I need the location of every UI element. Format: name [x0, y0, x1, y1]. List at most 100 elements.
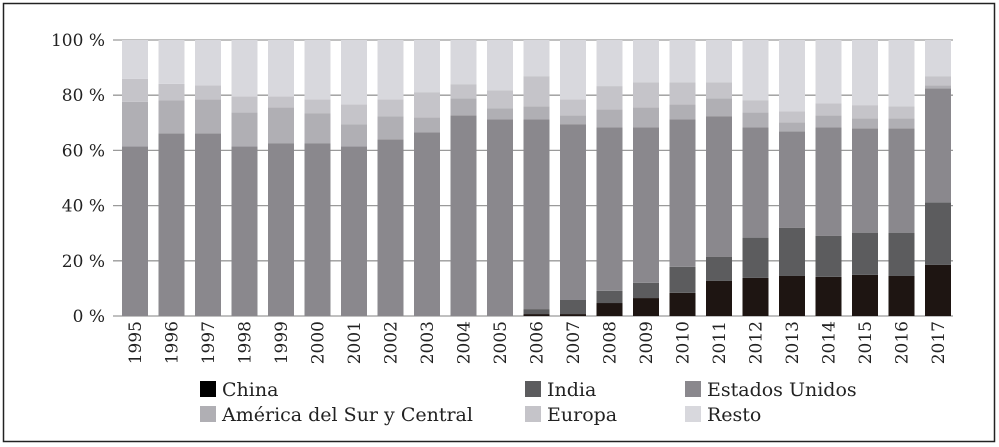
x-tick-label: 2000 — [309, 321, 329, 364]
bar-segment-estados-unidos-1999 — [268, 143, 294, 316]
bar-segment-resto-2006 — [523, 40, 550, 77]
bar-segment-américa-del-sur-y-central-2012 — [742, 112, 769, 128]
bar-segment-américa-del-sur-y-central-2008 — [596, 109, 623, 128]
bar-segment-china-2009 — [633, 298, 659, 316]
bar-segment-china-2010 — [669, 292, 696, 316]
bar-segment-europa-1999 — [268, 96, 294, 108]
bar-segment-américa-del-sur-y-central-1997 — [195, 99, 221, 134]
bar-segment-resto-2007 — [560, 40, 586, 100]
bar-segment-europa-2014 — [815, 103, 842, 116]
bar-segment-china-2016 — [888, 275, 915, 316]
x-tick-label: 2003 — [418, 321, 438, 364]
x-tick-label: 1996 — [163, 321, 183, 364]
bar-segment-europa-2006 — [523, 76, 550, 107]
bar-segment-estados-unidos-2015 — [852, 128, 878, 233]
legend-label: América del Sur y Central — [221, 404, 473, 426]
bar-segment-europa-2011 — [706, 82, 732, 99]
bar-segment-europa-1998 — [231, 96, 258, 113]
bar-segment-europa-2001 — [341, 104, 367, 125]
bar-segment-resto-2013 — [779, 40, 805, 112]
x-tick-label: 2008 — [601, 321, 621, 364]
bar-segment-europa-2008 — [596, 86, 623, 110]
x-tick-label: 2015 — [856, 321, 876, 364]
bar-segment-estados-unidos-2001 — [341, 146, 367, 316]
x-tick-label: 2001 — [345, 321, 365, 364]
x-tick-label: 1995 — [126, 321, 146, 364]
x-tick-label: 2017 — [929, 321, 949, 364]
bar-segment-europa-2012 — [742, 100, 769, 113]
bar-segment-resto-2001 — [341, 40, 367, 105]
bar-segment-china-2011 — [706, 280, 732, 316]
legend: China India Estados Unidos América del Sur … — [200, 379, 857, 426]
bar-segment-europa-2017 — [925, 76, 951, 86]
bar-segment-europa-2015 — [852, 105, 878, 119]
legend-label: Resto — [707, 404, 761, 426]
bar-segment-europa-1997 — [195, 85, 221, 100]
x-tick-label: 2011 — [710, 321, 730, 364]
y-tick-label: 100 % — [51, 31, 105, 51]
bar-segment-europa-2002 — [377, 99, 404, 117]
legend-swatch — [525, 381, 541, 397]
bar-segment-américa-del-sur-y-central-2014 — [815, 115, 842, 128]
bar-segment-estados-unidos-2009 — [633, 127, 659, 283]
bar-segment-estados-unidos-2008 — [596, 127, 623, 291]
bar-segment-resto-2011 — [706, 40, 732, 83]
legend-swatch — [525, 406, 541, 422]
bar-segment-estados-unidos-2013 — [779, 131, 805, 228]
bar-segment-estados-unidos-1996 — [158, 133, 185, 316]
bar-segment-américa-del-sur-y-central-2002 — [377, 116, 404, 140]
x-tick-label: 2002 — [382, 321, 402, 364]
bar-segment-china-2007 — [560, 314, 586, 316]
legend-swatch — [685, 406, 701, 422]
bar-segment-india-2007 — [560, 299, 586, 315]
bar-segment-europa-2003 — [414, 92, 440, 118]
bar-segment-india-2006 — [523, 309, 550, 315]
bar-segment-resto-2002 — [377, 40, 404, 100]
bar-segment-resto-1995 — [122, 40, 148, 79]
legend-swatch — [200, 406, 216, 422]
bar-segment-estados-unidos-1995 — [122, 146, 148, 316]
bar-segment-india-2016 — [888, 232, 915, 276]
x-tick-label: 2014 — [820, 321, 840, 364]
bar-segment-resto-2004 — [450, 40, 477, 85]
bar-segment-estados-unidos-2004 — [450, 115, 477, 317]
bar-segment-américa-del-sur-y-central-1999 — [268, 107, 294, 144]
bar-segment-europa-2016 — [888, 106, 915, 119]
x-axis-ticks: 1995 1996 1997 1998 1999 2000 2001 2002 2003 2004… — [126, 321, 949, 364]
x-tick-label: 2009 — [637, 321, 657, 364]
bar-segment-resto-2014 — [815, 40, 842, 104]
bar-segment-resto-1997 — [195, 40, 221, 86]
x-tick-label: 1997 — [199, 321, 219, 364]
bar-segment-estados-unidos-2016 — [888, 128, 915, 233]
bar-segment-américa-del-sur-y-central-1998 — [231, 112, 258, 147]
bar-segment-europa-2009 — [633, 82, 659, 108]
x-tick-label: 2016 — [893, 321, 913, 364]
bar-segment-estados-unidos-2000 — [304, 143, 331, 316]
bar-segment-américa-del-sur-y-central-2009 — [633, 107, 659, 128]
bar-segment-américa-del-sur-y-central-2010 — [669, 104, 696, 120]
bar-segment-europa-2004 — [450, 84, 477, 99]
x-tick-label: 2006 — [528, 321, 548, 364]
bar-segment-india-2013 — [779, 227, 805, 276]
bar-segment-américa-del-sur-y-central-2003 — [414, 117, 440, 133]
bar-segment-india-2017 — [925, 202, 951, 265]
legend-label: India — [547, 379, 596, 401]
bar-segment-china-2017 — [925, 264, 951, 316]
bar-segment-américa-del-sur-y-central-2004 — [450, 98, 477, 116]
bar-segment-estados-unidos-1998 — [231, 146, 258, 316]
y-tick-label: 60 % — [62, 141, 105, 161]
bar-segment-europa-1995 — [122, 78, 148, 102]
bar-segment-europa-2007 — [560, 99, 586, 116]
bar-segment-américa-del-sur-y-central-2011 — [706, 98, 732, 117]
bar-segment-china-2015 — [852, 274, 878, 316]
legend-label: Estados Unidos — [707, 379, 857, 401]
bar-segment-china-2013 — [779, 275, 805, 316]
bar-segment-américa-del-sur-y-central-1995 — [122, 101, 148, 147]
bar-segment-américa-del-sur-y-central-2006 — [523, 106, 550, 120]
bar-segment-resto-2000 — [304, 40, 331, 100]
bar-segment-resto-2016 — [888, 40, 915, 107]
bar-segment-estados-unidos-2006 — [523, 119, 550, 310]
bars — [122, 40, 951, 317]
